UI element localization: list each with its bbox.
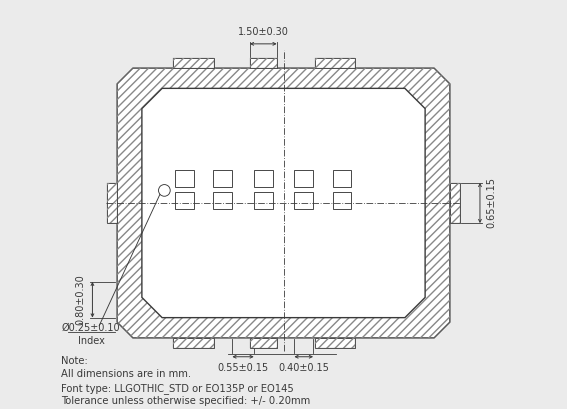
Bar: [213, 170, 232, 187]
Bar: [175, 170, 194, 187]
Bar: [332, 170, 352, 187]
Text: Ø0.25±0.10: Ø0.25±0.10: [62, 323, 120, 333]
Polygon shape: [450, 183, 460, 223]
Bar: [294, 170, 313, 187]
Text: 0.65±0.15: 0.65±0.15: [486, 178, 497, 229]
Bar: [332, 192, 352, 209]
Polygon shape: [315, 338, 356, 348]
Polygon shape: [107, 183, 117, 223]
Text: Font type: LLGOTHIC_STD or EO135P or EO145: Font type: LLGOTHIC_STD or EO135P or EO1…: [61, 383, 294, 394]
Text: 0.40±0.15: 0.40±0.15: [278, 363, 329, 373]
Text: Note:: Note:: [61, 356, 88, 366]
Polygon shape: [250, 58, 277, 68]
Text: 1.50±0.30: 1.50±0.30: [238, 27, 289, 37]
Bar: [294, 192, 313, 209]
Polygon shape: [250, 338, 277, 348]
Polygon shape: [174, 58, 214, 68]
Bar: [175, 192, 194, 209]
Polygon shape: [142, 88, 425, 318]
Polygon shape: [315, 58, 356, 68]
Text: 0.55±0.15: 0.55±0.15: [218, 363, 269, 373]
Text: Tolerance unless otherwise specified: +/- 0.20mm: Tolerance unless otherwise specified: +/…: [61, 396, 310, 406]
Bar: [254, 170, 273, 187]
Bar: [213, 192, 232, 209]
Text: 0.80±0.30: 0.80±0.30: [75, 274, 86, 325]
Polygon shape: [174, 338, 214, 348]
Bar: [254, 192, 273, 209]
Text: All dimensions are in mm.: All dimensions are in mm.: [61, 369, 191, 379]
Text: Index: Index: [78, 337, 104, 346]
Polygon shape: [117, 68, 450, 338]
